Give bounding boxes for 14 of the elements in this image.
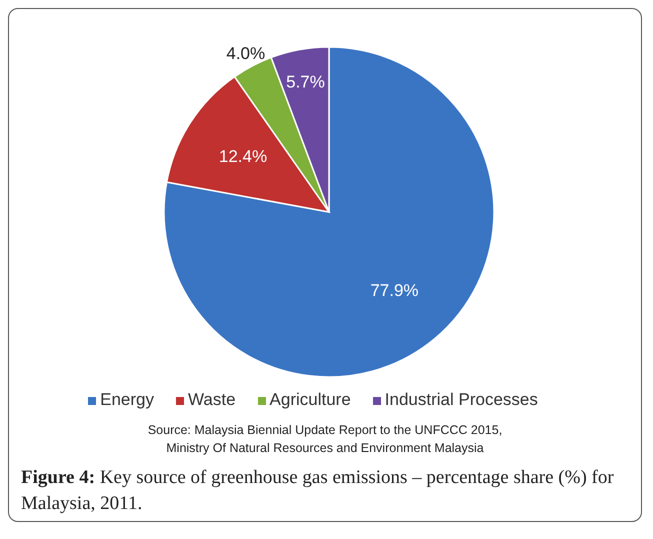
data-label: 77.9% xyxy=(370,281,419,300)
data-label: 4.0% xyxy=(226,44,266,64)
legend-label: Energy xyxy=(100,390,154,409)
pie-slice xyxy=(270,46,330,213)
legend-label: Industrial Processes xyxy=(384,390,538,409)
data-label: 5.7% xyxy=(286,72,325,92)
data-label: 12.4% xyxy=(218,147,268,166)
text: Ministry Of Natural Resources and Environment Malaysia xyxy=(166,441,484,455)
legend-label: Agriculture xyxy=(270,390,351,409)
pie-slice xyxy=(166,76,330,213)
source-note: Source: Malaysia Biennial Update Report to the UNFCCC 2015, xyxy=(146,422,504,439)
pie-slice xyxy=(163,46,495,378)
caption: Figure 4: Key source of greenhouse gas emissions – percentage share (%) for Malaysia, 2011. xyxy=(21,467,614,514)
legend-label: Waste xyxy=(188,390,236,409)
